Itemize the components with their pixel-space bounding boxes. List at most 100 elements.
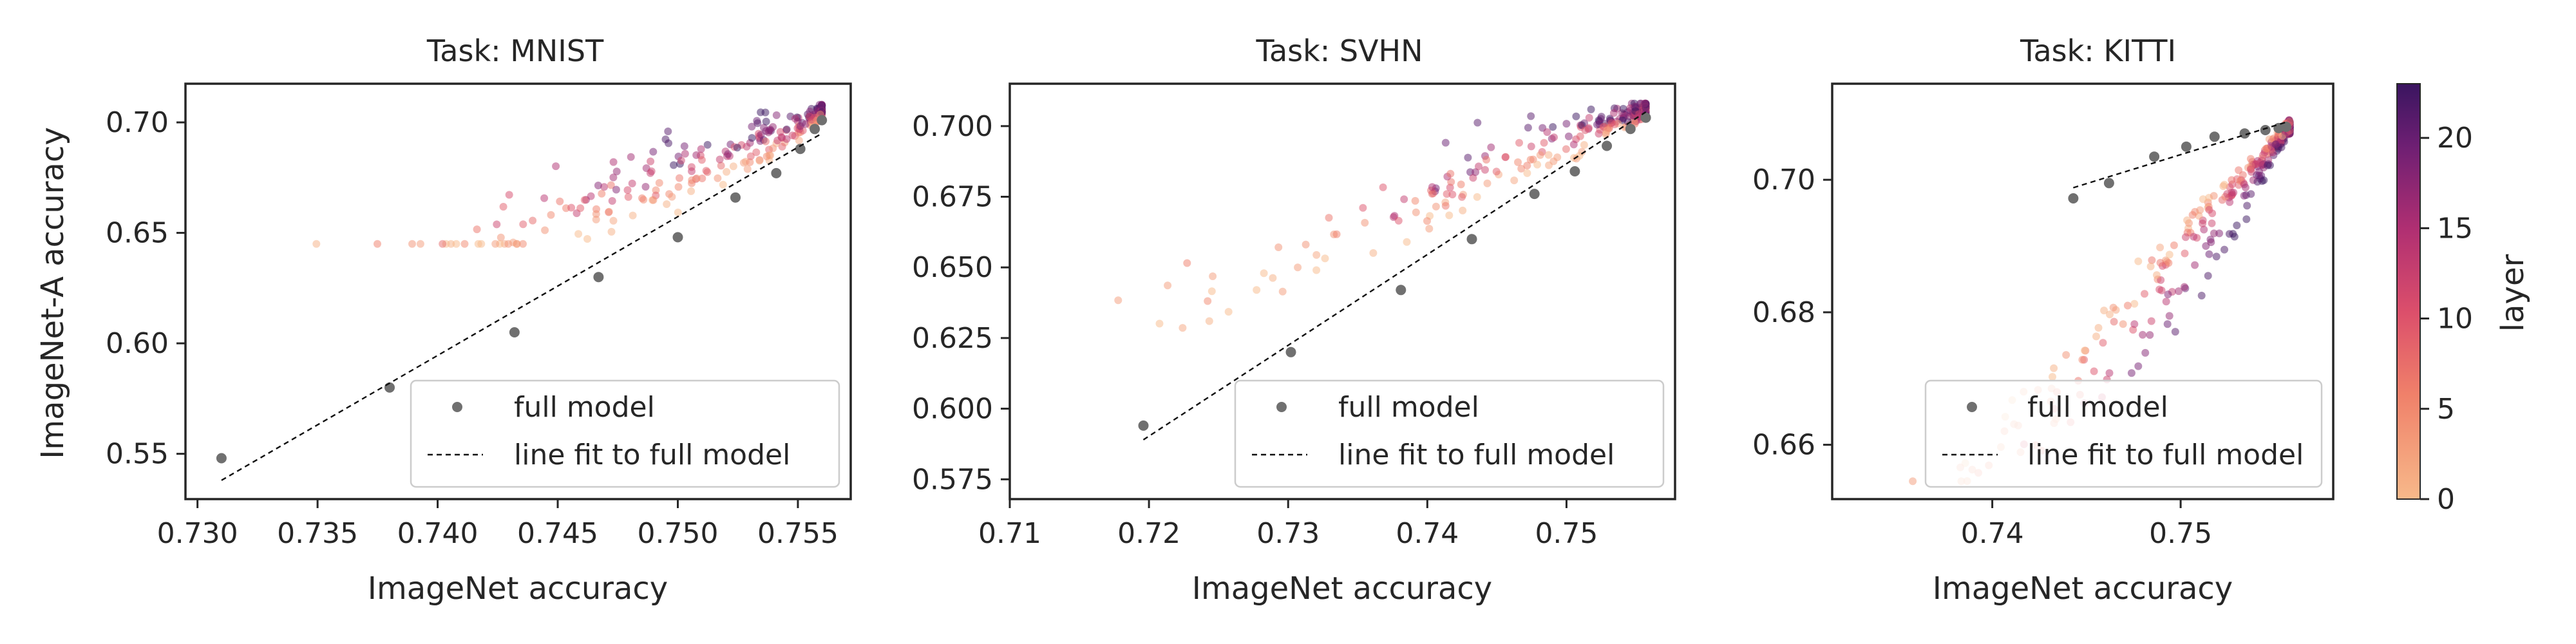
layer-point [1432,202,1440,211]
layer-point [743,142,751,151]
layer-point [762,152,771,160]
layer-point [2106,310,2114,319]
layer-point [655,179,663,187]
layer-point [788,131,797,140]
layer-point [583,235,591,243]
layer-point [1458,193,1466,201]
layer-point [2156,259,2164,267]
layer-point [724,150,732,158]
legend: full model line fit to full model [410,379,840,488]
layer-point [772,111,781,119]
layer-point [2163,320,2172,328]
legend-full-model-marker [1276,402,1287,412]
layer-point [473,225,481,234]
layer-point [1361,218,1369,227]
layer-point [574,230,583,238]
layer-point [729,162,737,171]
full-model-point [2068,193,2079,204]
layer-point [818,102,826,110]
plot-frame [1831,82,2334,500]
full-model-point [817,115,828,126]
layer-point [1446,169,1455,178]
layer-point [1205,317,1213,325]
layer-point [2180,283,2188,291]
full-model-point [1466,234,1477,245]
layer-point [1595,129,1603,138]
layer-point [1269,274,1277,282]
layer-point [2205,205,2213,214]
y-tick-label: 0.60 [106,327,169,360]
layer-point [2181,249,2189,258]
full-model-point [810,124,820,135]
layer-point [629,211,637,220]
y-axis-label: ImageNet-A accuracy [35,127,71,459]
full-model-point [1602,140,1613,151]
layer-point [2171,328,2179,336]
layer-point [697,156,706,164]
legend-box [410,379,840,488]
colorbar-tick-label: 10 [2437,303,2473,336]
layer-point [1155,319,1164,328]
layer-point [2206,235,2215,243]
layer-point [2200,225,2208,234]
layer-point [2164,290,2172,299]
layer-point [598,189,606,198]
fit-line [2073,121,2287,189]
layer-point [493,220,501,229]
full-model-point [2103,178,2114,189]
layer-point [1585,113,1593,122]
layer-point [762,127,770,135]
full-model-point [672,232,683,243]
layer-points [1114,99,1650,332]
full-model-points [1138,112,1651,431]
layer-point [2253,178,2262,186]
layer-point [609,158,618,166]
layer-point [677,156,685,165]
layer-point [1369,249,1378,257]
legend-box [1924,379,2323,488]
layer-point [1425,225,1434,233]
full-model-point [1640,112,1651,123]
layer-point [1428,183,1436,191]
layer-point [1379,183,1387,191]
layer-point [2199,195,2207,204]
x-tick-label: 0.750 [638,517,719,550]
layer-point [1253,286,1261,294]
layer-point [1473,193,1481,201]
layer-point [2269,148,2277,156]
layer-point [692,174,701,182]
layer-point [1524,124,1532,132]
layer-point [2162,298,2170,306]
layer-point [2109,303,2117,312]
layer-point [1164,281,1172,290]
layer-point [748,122,756,131]
layer-point [2223,190,2231,198]
layer-point [2170,241,2178,249]
layer-point [541,226,549,234]
y-tick-label: 0.600 [912,393,993,426]
x-tick-label: 0.730 [157,517,238,550]
layer-point [2215,229,2224,238]
layer-point [608,197,616,205]
layer-point [668,193,676,201]
layer-point [2139,330,2147,339]
layer-point [2049,373,2056,381]
full-model-point [1285,346,1296,357]
layer-point [1482,156,1490,164]
layer-point [1909,477,1917,486]
layer-point [1640,99,1649,108]
y-tick-label: 0.700 [912,110,993,143]
full-model-point [2209,131,2220,142]
layer-point [1278,287,1287,296]
layer-point [1312,251,1321,259]
layer-point [1183,259,1191,267]
layer-point [1515,138,1523,147]
layer-point [1580,141,1588,149]
layer-point [674,208,682,216]
layer-point [1481,166,1489,174]
layer-point [594,182,602,189]
full-model-point [2239,128,2250,139]
legend-full-model-label: full model [2027,391,2168,424]
layer-point [757,108,765,117]
layer-point [2271,140,2280,149]
